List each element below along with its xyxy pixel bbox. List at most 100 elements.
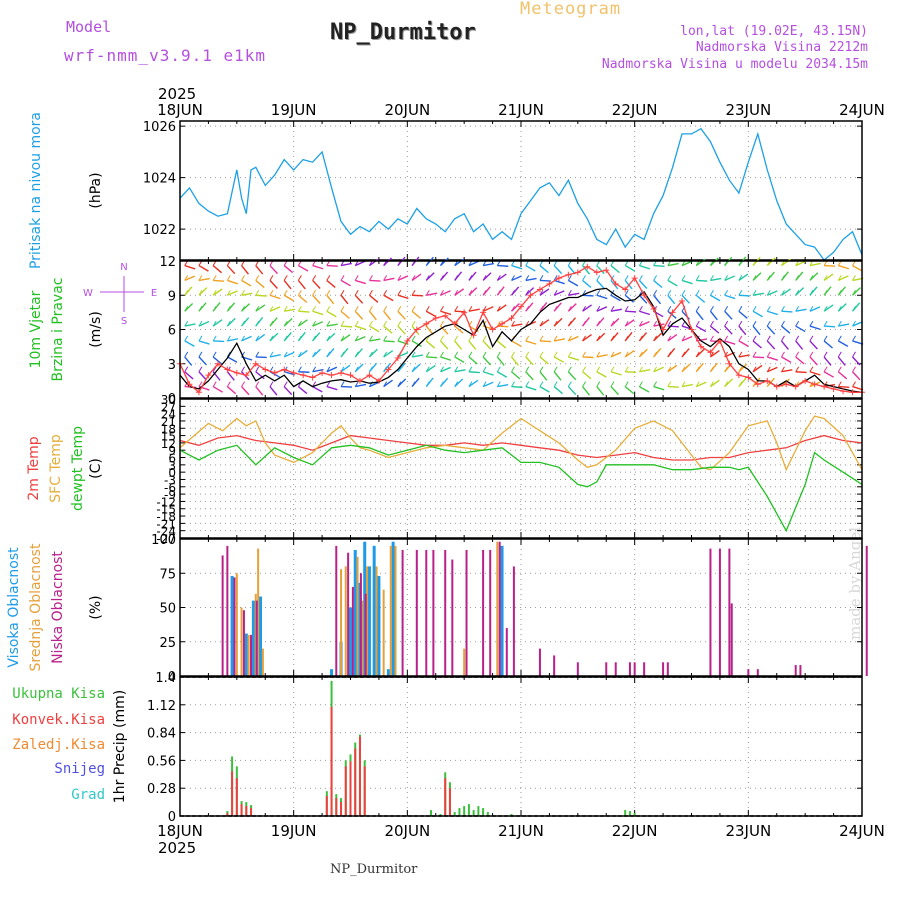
wind-barb bbox=[283, 371, 295, 376]
wind-barb bbox=[297, 294, 308, 303]
date-label-top: 18JUN bbox=[157, 101, 203, 119]
wind-barb-flag bbox=[667, 305, 672, 312]
bar-low bbox=[728, 548, 731, 676]
wind-barb-flag bbox=[795, 351, 800, 358]
wind-barb bbox=[752, 340, 762, 349]
wind-barb bbox=[255, 294, 267, 297]
bar-high bbox=[391, 541, 395, 676]
y-tick-label: 3 bbox=[168, 358, 176, 373]
wind-barb bbox=[567, 386, 577, 396]
wind-barb-flag bbox=[383, 305, 388, 312]
date-label-top: 20JUN bbox=[384, 101, 430, 119]
wind-barb-flag bbox=[852, 275, 856, 281]
wind-barb-flag bbox=[766, 335, 771, 342]
wind-barb-flag bbox=[468, 351, 473, 358]
wind-barb bbox=[212, 288, 223, 296]
wind-barb-flag bbox=[852, 305, 856, 312]
wind-barb-flag bbox=[326, 289, 331, 296]
wind-barb-flag bbox=[496, 305, 501, 312]
wind-barb bbox=[766, 290, 778, 296]
y-tick-label: -15 bbox=[156, 503, 176, 517]
wind-barb-flag bbox=[667, 335, 672, 342]
wind-barb-flag bbox=[610, 335, 615, 342]
meteogram-label: Meteogram bbox=[520, 0, 622, 19]
wind-barb bbox=[823, 304, 834, 312]
wind-barb-flag bbox=[283, 305, 288, 312]
wind-barb bbox=[653, 279, 663, 289]
wind-barb-flag bbox=[638, 275, 643, 281]
gust-marker bbox=[413, 326, 420, 333]
wind-barb bbox=[667, 364, 678, 373]
wind-barb-flag bbox=[624, 275, 629, 281]
bar-total bbox=[628, 811, 631, 816]
y-tick-label: 9 bbox=[168, 444, 176, 458]
date-label-bottom: 24JUN bbox=[839, 822, 885, 840]
wind-barb-flag bbox=[553, 366, 558, 372]
wind-barb bbox=[255, 356, 267, 359]
wind-barb bbox=[496, 304, 507, 312]
bar-mid bbox=[366, 566, 369, 676]
wind-barb-flag bbox=[454, 381, 459, 387]
wind-barb-flag bbox=[653, 366, 658, 372]
gust-marker bbox=[840, 388, 847, 395]
wind-barb bbox=[837, 371, 848, 380]
wind-barb-flag bbox=[212, 381, 217, 387]
wind-barb bbox=[312, 321, 324, 327]
wind-barb-flag bbox=[269, 320, 274, 327]
wind-barb-flag bbox=[738, 275, 743, 281]
bar-conv bbox=[226, 813, 229, 816]
wind-barb bbox=[326, 294, 335, 305]
wind-barb-flag bbox=[710, 305, 714, 312]
wind-barb-flag bbox=[710, 320, 714, 327]
wind-barb-flag bbox=[525, 366, 530, 372]
y-tick-label: -18 bbox=[156, 510, 176, 524]
wind-barb-flag bbox=[752, 335, 757, 342]
wind-barb-flag bbox=[695, 366, 700, 372]
wind-barb bbox=[496, 356, 505, 366]
wind-barb bbox=[297, 279, 306, 290]
wind-barb bbox=[667, 334, 678, 342]
wind-barb-flag bbox=[354, 289, 359, 296]
y-tick-label: 21 bbox=[161, 415, 176, 429]
wind-barb bbox=[255, 333, 266, 342]
wind-barb-flag bbox=[340, 320, 345, 327]
wind-barb-flag bbox=[383, 381, 388, 387]
wind-barb-flag bbox=[511, 320, 515, 327]
wind-barb-flag bbox=[553, 381, 558, 387]
y-axis-label: Pritisak na nivou mora bbox=[28, 112, 44, 269]
y-tick-label: 6 bbox=[168, 324, 176, 339]
precip-legend-label: Ukupna Kisa bbox=[12, 686, 105, 702]
wind-barb-flag bbox=[212, 320, 217, 327]
wind-barb bbox=[255, 371, 265, 380]
wind-barb-flag bbox=[312, 289, 317, 296]
bar-high bbox=[386, 669, 390, 676]
y-axis-label: (%) bbox=[88, 595, 104, 619]
y-tick-label: -27 bbox=[156, 532, 176, 546]
gust-marker bbox=[679, 297, 686, 304]
wind-barb bbox=[496, 340, 507, 349]
gust-marker bbox=[773, 383, 780, 390]
gust-marker bbox=[518, 303, 524, 310]
gust-marker bbox=[347, 372, 354, 379]
gust-marker bbox=[631, 275, 638, 282]
wind-barb-flag bbox=[340, 289, 345, 296]
wind-barb-flag bbox=[596, 305, 601, 312]
wind-barb bbox=[497, 264, 509, 267]
bar-total bbox=[472, 810, 475, 816]
wind-barb-flag bbox=[809, 335, 814, 342]
y-tick-label: 27 bbox=[161, 400, 176, 414]
wind-barb bbox=[852, 371, 861, 381]
precip-legend-label: Konvek.Kisa bbox=[12, 712, 105, 728]
series-line-dewpt bbox=[179, 444, 863, 533]
wind-barb bbox=[837, 356, 846, 366]
bar-mid bbox=[463, 648, 466, 676]
panel-frame bbox=[179, 120, 863, 261]
model-label: Model bbox=[66, 18, 112, 36]
wind-barb-flag bbox=[354, 305, 359, 312]
wind-barb bbox=[710, 294, 721, 302]
y-tick-label: -21 bbox=[156, 517, 176, 531]
wind-barb-flag bbox=[198, 351, 203, 358]
wind-barb bbox=[355, 383, 367, 388]
wind-barb-flag bbox=[582, 275, 586, 281]
bar-low bbox=[444, 549, 447, 676]
